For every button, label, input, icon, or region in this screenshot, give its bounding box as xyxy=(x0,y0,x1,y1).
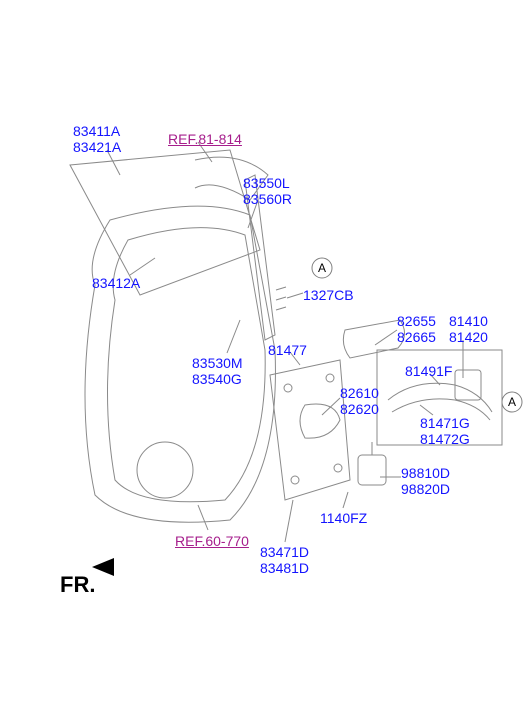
leader-1327CB xyxy=(287,293,303,298)
detail-A-source: A xyxy=(312,258,332,278)
detail-A-target: A xyxy=(502,392,522,412)
diagram-stage: AA FR. 83411A83421AREF.81-81483550L83560… xyxy=(0,0,532,727)
leader-83412A xyxy=(130,258,155,275)
svg-text:A: A xyxy=(508,395,516,409)
leader-83471D xyxy=(285,500,293,542)
diagram-linework: AA xyxy=(0,0,532,727)
leader-81477 xyxy=(290,352,300,365)
leader-82610 xyxy=(322,398,340,415)
leader-82655 xyxy=(375,330,397,345)
fr-direction-label: FR. xyxy=(60,572,95,598)
leader-83530M xyxy=(227,320,240,353)
leader-83411A xyxy=(107,150,120,175)
svg-text:A: A xyxy=(318,261,326,275)
leader-REF60-770 xyxy=(198,505,208,530)
leader-1140FZ xyxy=(343,492,348,508)
leader-81471G xyxy=(420,405,433,415)
